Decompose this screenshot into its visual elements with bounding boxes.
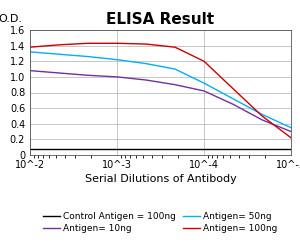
Control Antigen = 100ng [202, 147, 206, 150]
Antigen= 10ng [57, 72, 61, 74]
Control Antigen = 100ng [115, 147, 119, 150]
Antigen= 100ng [57, 43, 61, 46]
Antigen= 10ng [202, 90, 206, 92]
Antigen= 100ng [202, 60, 206, 63]
Antigen= 100ng [144, 42, 148, 45]
Line: Antigen= 100ng: Antigen= 100ng [30, 43, 291, 138]
Antigen= 50ng [231, 97, 235, 100]
Title: ELISA Result: ELISA Result [106, 12, 214, 28]
Legend: Control Antigen = 100ng, Antigen= 10ng, Antigen= 50ng, Antigen= 100ng: Control Antigen = 100ng, Antigen= 10ng, … [44, 212, 278, 233]
Control Antigen = 100ng [144, 147, 148, 150]
Control Antigen = 100ng [260, 147, 264, 150]
Antigen= 50ng [260, 113, 264, 116]
Antigen= 10ng [115, 76, 119, 78]
Antigen= 100ng [28, 46, 32, 49]
Antigen= 50ng [289, 126, 293, 129]
Antigen= 100ng [115, 42, 119, 45]
Antigen= 10ng [260, 118, 264, 121]
Antigen= 100ng [173, 46, 177, 49]
Line: Antigen= 50ng: Antigen= 50ng [30, 52, 291, 128]
Text: O.D.: O.D. [0, 14, 23, 24]
Antigen= 50ng [28, 50, 32, 53]
Antigen= 10ng [231, 103, 235, 106]
X-axis label: Serial Dilutions of Antibody: Serial Dilutions of Antibody [85, 174, 236, 184]
Antigen= 10ng [144, 78, 148, 82]
Antigen= 100ng [86, 42, 90, 45]
Antigen= 10ng [86, 74, 90, 77]
Line: Antigen= 10ng: Antigen= 10ng [30, 70, 291, 132]
Antigen= 100ng [260, 114, 264, 117]
Control Antigen = 100ng [28, 147, 32, 150]
Control Antigen = 100ng [231, 147, 235, 150]
Antigen= 100ng [231, 87, 235, 90]
Antigen= 10ng [173, 83, 177, 86]
Antigen= 10ng [289, 130, 293, 133]
Antigen= 50ng [115, 58, 119, 61]
Control Antigen = 100ng [86, 147, 90, 150]
Control Antigen = 100ng [289, 147, 293, 150]
Control Antigen = 100ng [173, 147, 177, 150]
Antigen= 50ng [144, 62, 148, 65]
Antigen= 50ng [86, 55, 90, 58]
Antigen= 10ng [28, 69, 32, 72]
Antigen= 100ng [289, 136, 293, 139]
Antigen= 50ng [202, 82, 206, 84]
Antigen= 50ng [57, 53, 61, 56]
Antigen= 50ng [173, 68, 177, 70]
Control Antigen = 100ng [57, 147, 61, 150]
